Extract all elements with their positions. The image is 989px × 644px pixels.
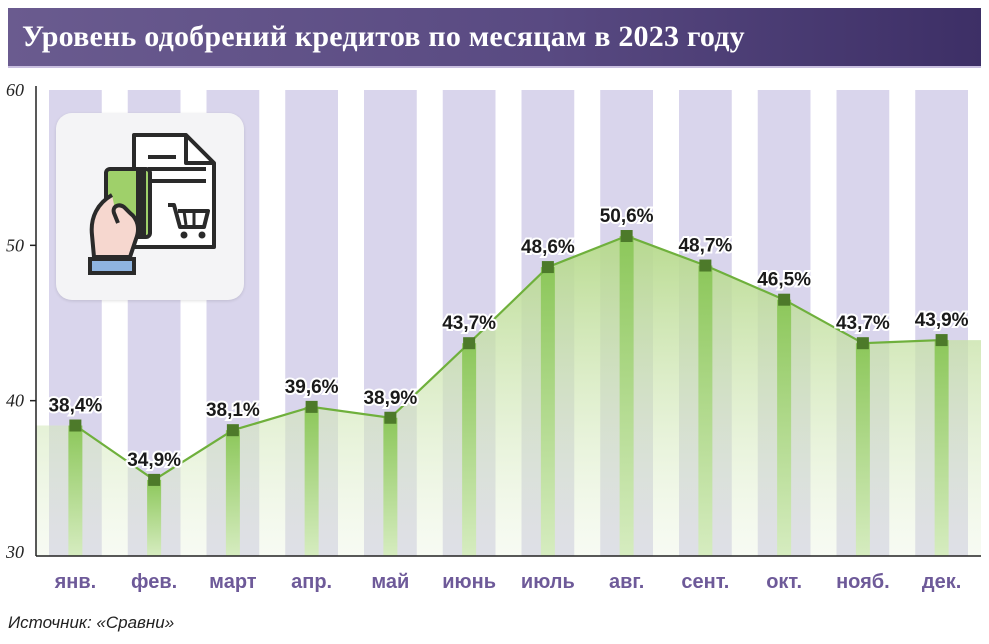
value-stem	[934, 340, 949, 556]
x-tick-label: нояб.	[836, 571, 890, 593]
data-point	[148, 473, 161, 486]
data-point	[69, 419, 82, 432]
x-tick-label: авг.	[609, 571, 644, 593]
data-point	[778, 293, 791, 306]
y-tick-label: 60	[6, 80, 24, 100]
data-label: 43,7%	[442, 313, 496, 334]
value-stem	[462, 343, 477, 556]
value-stem	[855, 343, 870, 556]
x-tick-label: дек.	[922, 571, 961, 593]
data-label: 39,6%	[285, 377, 339, 398]
data-label: 43,9%	[915, 310, 969, 331]
x-tick-label: апр.	[291, 571, 332, 593]
value-stem	[68, 425, 83, 556]
y-tick-label: 30	[5, 542, 24, 562]
data-point	[699, 259, 712, 272]
x-tick-label: март	[209, 571, 257, 593]
x-tick-label: янв.	[54, 571, 97, 593]
data-point	[856, 337, 869, 350]
x-tick-label: июль	[521, 571, 575, 593]
value-stem	[777, 299, 792, 556]
data-label: 48,6%	[521, 237, 575, 258]
chart-title: Уровень одобрений кредитов по месяцам в …	[22, 20, 745, 53]
data-label: 38,4%	[48, 396, 102, 417]
data-label: 50,6%	[600, 206, 654, 227]
data-point	[620, 230, 633, 243]
data-point	[541, 261, 554, 274]
y-tick-label: 40	[6, 391, 24, 411]
value-stem	[619, 236, 634, 556]
data-label: 48,7%	[678, 236, 732, 257]
x-tick-label: сент.	[681, 571, 729, 593]
x-tick-label: фев.	[131, 571, 177, 593]
data-point	[226, 424, 239, 437]
source-note: Источник: «Сравни»	[8, 613, 175, 632]
value-stem	[698, 265, 713, 556]
value-stem	[225, 430, 240, 556]
x-tick-label: май	[371, 571, 409, 593]
data-label: 38,1%	[206, 400, 260, 421]
series-area	[36, 236, 981, 556]
data-label: 43,7%	[836, 313, 890, 334]
card-payment-cart-icon	[56, 113, 244, 300]
value-stem	[304, 406, 319, 556]
value-stem	[147, 479, 162, 556]
value-stem	[540, 267, 555, 556]
data-point	[305, 400, 318, 413]
x-tick-label: окт.	[766, 571, 802, 593]
data-label: 46,5%	[757, 270, 811, 291]
x-tick-label: июнь	[442, 571, 496, 593]
data-point	[384, 411, 397, 424]
data-point	[463, 337, 476, 350]
value-stem	[383, 417, 398, 556]
y-tick-label: 50	[6, 235, 24, 255]
data-label: 38,9%	[363, 388, 417, 409]
data-point	[935, 334, 948, 347]
title-bar: Уровень одобрений кредитов по месяцам в …	[8, 8, 981, 68]
data-label: 34,9%	[127, 450, 181, 471]
series-line	[74, 234, 942, 482]
